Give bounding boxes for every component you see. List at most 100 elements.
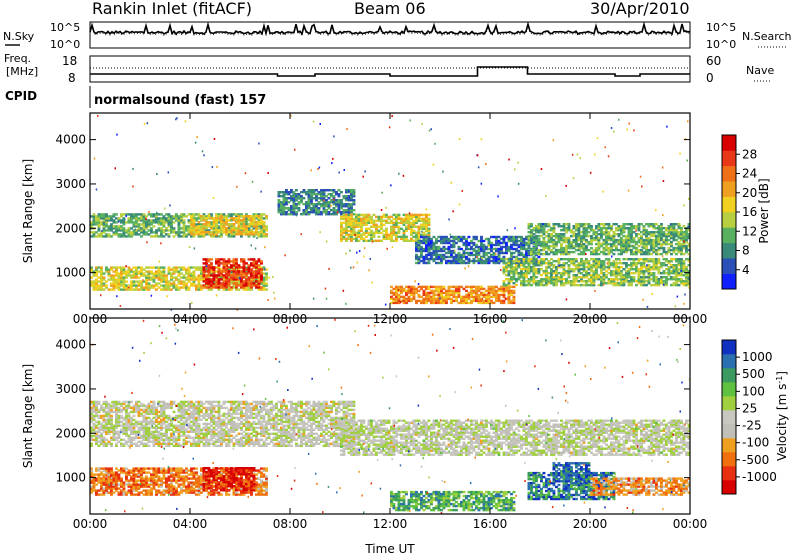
power-point xyxy=(476,154,479,157)
power-cell xyxy=(107,288,111,291)
power-cell xyxy=(245,262,248,265)
power-cell xyxy=(615,227,618,230)
nsky-label: N.Sky xyxy=(3,30,35,43)
cpid-value: normalsound (fast) 157 xyxy=(94,93,266,108)
power-cell xyxy=(330,189,333,192)
power-cell xyxy=(137,233,141,236)
power-cell xyxy=(260,260,263,263)
power-cell xyxy=(250,280,253,283)
power-cell xyxy=(120,268,123,271)
power-cell xyxy=(220,219,223,222)
power-cell xyxy=(340,215,343,219)
power-cell xyxy=(537,255,541,259)
power-cell xyxy=(167,235,171,238)
power-cell xyxy=(170,231,173,234)
power-cell xyxy=(230,229,233,232)
power-cell xyxy=(522,272,526,275)
power-cell xyxy=(617,262,621,265)
power-cell xyxy=(500,285,503,289)
power-cell xyxy=(242,276,246,279)
power-cell xyxy=(612,223,616,226)
power-cell xyxy=(92,272,96,275)
power-point xyxy=(680,269,683,272)
power-cell xyxy=(395,285,398,289)
power-point xyxy=(328,267,330,270)
power-cell xyxy=(632,250,636,254)
power-cell xyxy=(210,288,213,291)
power-cell xyxy=(245,221,248,224)
power-cell xyxy=(422,235,426,239)
power-cell xyxy=(205,268,208,271)
power-cell xyxy=(260,286,263,289)
power-cell xyxy=(130,215,133,218)
power-cell xyxy=(137,213,141,216)
power-point xyxy=(594,153,596,156)
power-cell xyxy=(527,278,531,281)
power-cell xyxy=(127,217,131,220)
power-point xyxy=(391,237,393,240)
power-cell xyxy=(212,217,216,220)
power-cell xyxy=(137,225,141,228)
power-cell xyxy=(190,282,193,285)
power-cell xyxy=(192,217,196,220)
power-point xyxy=(398,172,400,175)
power-cell xyxy=(450,285,453,289)
power-cell xyxy=(195,225,198,228)
power-cell xyxy=(587,260,591,263)
power-cell xyxy=(110,266,113,269)
power-cell xyxy=(202,233,206,236)
power-point xyxy=(619,260,621,262)
power-cell xyxy=(135,280,138,283)
power-cell xyxy=(462,249,466,253)
power-cell xyxy=(95,235,98,238)
power-cell xyxy=(592,270,596,273)
power-cell xyxy=(172,284,176,287)
noise-panel: 10^5 10^0 10^5 10^0 N.Sky N.Search xyxy=(3,21,792,51)
power-cell xyxy=(107,219,111,222)
power-cell xyxy=(610,225,613,228)
power-cell xyxy=(597,274,601,277)
power-cell xyxy=(422,255,426,259)
power-cell xyxy=(625,258,628,261)
power-point xyxy=(131,232,134,235)
power-point xyxy=(116,133,118,136)
power-cell xyxy=(172,280,176,283)
power-cell xyxy=(210,223,213,226)
power-cell xyxy=(205,217,208,220)
power-cell xyxy=(115,231,118,234)
power-point xyxy=(148,210,150,213)
power-cell xyxy=(120,229,123,232)
power-cell xyxy=(235,219,238,222)
power-cell xyxy=(115,282,118,285)
power-cell xyxy=(180,221,183,224)
power-cell xyxy=(425,285,428,289)
power-cell xyxy=(160,274,163,277)
power-cell xyxy=(232,286,236,289)
power-cell xyxy=(265,288,268,291)
power-cell xyxy=(217,268,221,271)
power-cell xyxy=(235,231,238,234)
power-cell xyxy=(410,297,413,301)
power-cell xyxy=(165,219,168,222)
power-cell xyxy=(152,225,156,228)
power-cell xyxy=(262,213,266,216)
power-cell xyxy=(555,260,558,263)
power-cell xyxy=(202,217,206,220)
power-cell xyxy=(405,213,408,217)
power-cell xyxy=(182,231,186,234)
power-cell xyxy=(195,286,198,289)
power-cell xyxy=(220,233,223,236)
power-cell xyxy=(182,221,186,224)
power-cell xyxy=(667,266,671,269)
power-cell xyxy=(177,223,181,226)
power-cell xyxy=(665,264,668,267)
power-cell xyxy=(150,286,153,289)
power-cell xyxy=(170,217,173,220)
power-cell xyxy=(192,221,196,224)
power-cell xyxy=(92,221,96,224)
power-cell xyxy=(125,229,128,232)
power-cell xyxy=(185,278,188,281)
power-cell xyxy=(640,231,643,234)
power-cell xyxy=(125,272,128,275)
power-cell xyxy=(102,215,106,218)
